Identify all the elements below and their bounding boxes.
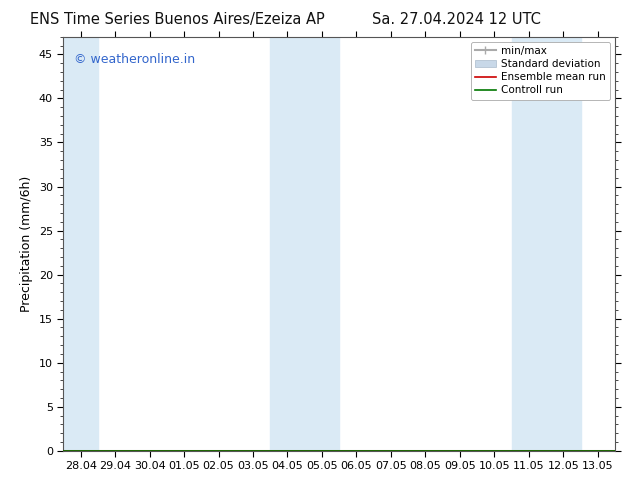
Text: Sa. 27.04.2024 12 UTC: Sa. 27.04.2024 12 UTC	[372, 12, 541, 27]
Bar	[270, 37, 339, 451]
Bar	[512, 37, 581, 451]
Text: © weatheronline.in: © weatheronline.in	[74, 53, 195, 66]
Text: ENS Time Series Buenos Aires/Ezeiza AP: ENS Time Series Buenos Aires/Ezeiza AP	[30, 12, 325, 27]
Bar	[63, 37, 98, 451]
Legend: min/max, Standard deviation, Ensemble mean run, Controll run: min/max, Standard deviation, Ensemble me…	[470, 42, 610, 99]
Y-axis label: Precipitation (mm/6h): Precipitation (mm/6h)	[20, 175, 34, 312]
